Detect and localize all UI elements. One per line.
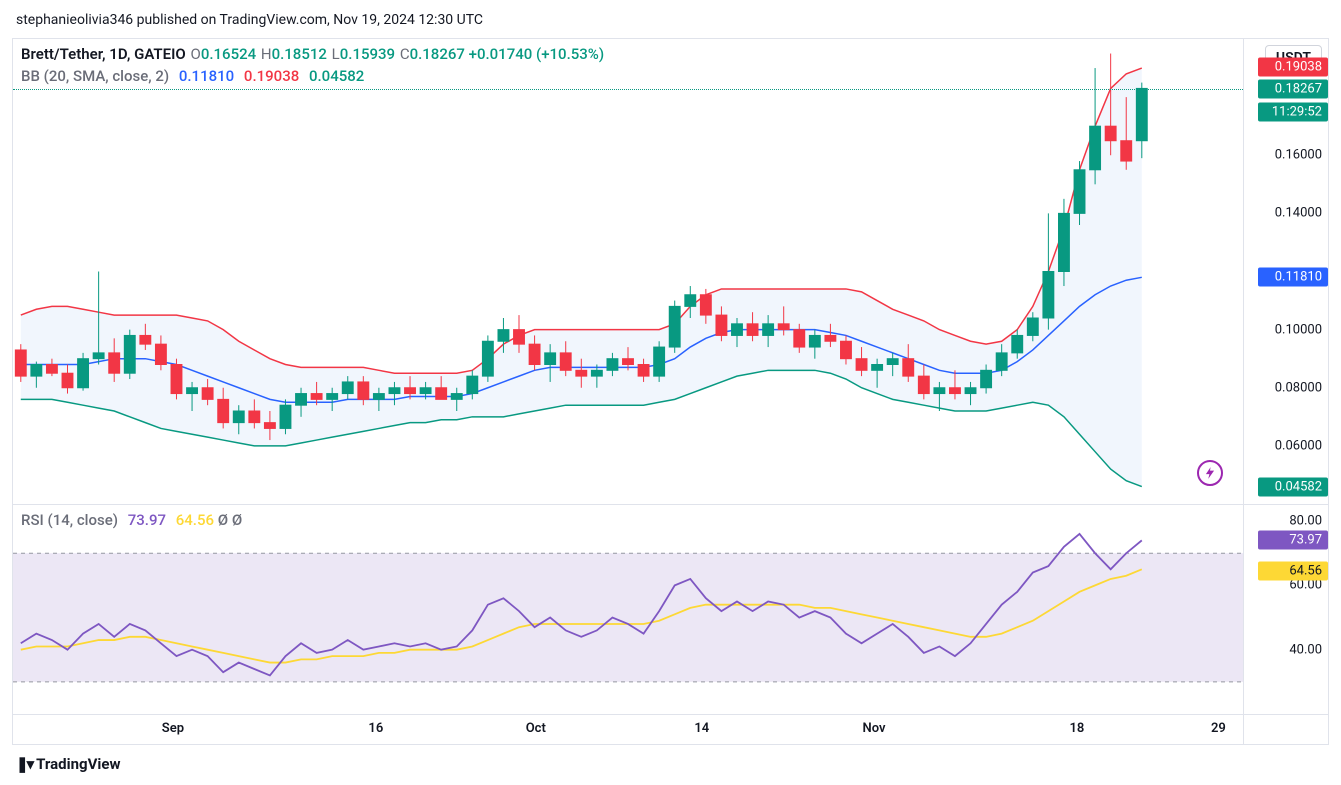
symbol-interval: 1D bbox=[109, 45, 127, 63]
bb-label: BB (20, SMA, close, 2) bbox=[21, 67, 169, 85]
rsi-axis[interactable]: 80.0060.0040.0073.9764.56 bbox=[1243, 505, 1328, 714]
ohlc-change: +0.01740 (+10.53%) bbox=[469, 45, 604, 63]
rsi-val1: 73.97 bbox=[128, 511, 166, 529]
time-axis[interactable]: Sep16Oct14Nov1829 bbox=[13, 715, 1243, 744]
ohlc-high: 0.18512 bbox=[272, 45, 327, 63]
rsi-val2: 64.56 bbox=[176, 511, 214, 529]
tradingview-logo: ❚▾TradingView bbox=[12, 745, 1329, 777]
main-chart-plot[interactable]: Brett/Tether, 1D, GATEIO O0.16524 H0.185… bbox=[13, 39, 1243, 504]
publish-header: stephanieolivia346 published on TradingV… bbox=[12, 8, 1329, 38]
rsi-plot[interactable]: RSI (14, close) 73.97 64.56 Ø Ø bbox=[13, 505, 1243, 714]
chart-legend: Brett/Tether, 1D, GATEIO O0.16524 H0.185… bbox=[21, 45, 604, 89]
symbol-pair: Brett/Tether bbox=[21, 45, 102, 63]
ohlc-open: 0.16524 bbox=[201, 45, 256, 63]
symbol-exchange: GATEIO bbox=[134, 45, 186, 63]
bb-lower-val: 0.11810 bbox=[179, 67, 234, 85]
bb-mid-val: 0.04582 bbox=[309, 67, 364, 85]
flash-icon[interactable] bbox=[1197, 460, 1223, 486]
ohlc-low: 0.15939 bbox=[340, 45, 395, 63]
close-price-line bbox=[13, 89, 1243, 90]
rsi-legend: RSI (14, close) 73.97 64.56 Ø Ø bbox=[21, 511, 242, 529]
ohlc-close: 0.18267 bbox=[410, 45, 465, 63]
bb-upper-val: 0.19038 bbox=[244, 67, 299, 85]
price-axis[interactable]: USDT 0.160000.140000.100000.080000.06000… bbox=[1243, 39, 1328, 504]
chart-area: Brett/Tether, 1D, GATEIO O0.16524 H0.185… bbox=[12, 38, 1329, 745]
